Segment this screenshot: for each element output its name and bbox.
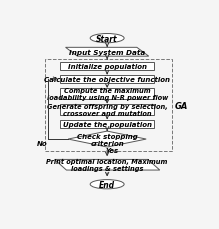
Ellipse shape bbox=[90, 34, 124, 44]
Text: Check stopping
criterion: Check stopping criterion bbox=[77, 133, 138, 146]
Text: No: No bbox=[37, 140, 47, 146]
Text: End: End bbox=[99, 180, 115, 189]
Bar bbox=[60, 75, 154, 83]
Text: Yes: Yes bbox=[106, 147, 119, 153]
Text: Initialize population: Initialize population bbox=[68, 64, 147, 70]
Ellipse shape bbox=[90, 180, 124, 189]
Text: Generate offspring by selection,
crossover and mutation: Generate offspring by selection, crossov… bbox=[47, 103, 168, 116]
Text: Compute the maximum
loadability using N-R power flow: Compute the maximum loadability using N-… bbox=[46, 87, 168, 101]
Text: Input System Data: Input System Data bbox=[69, 49, 145, 56]
Bar bbox=[60, 63, 154, 71]
Polygon shape bbox=[68, 131, 146, 147]
Text: Calculate the objective function: Calculate the objective function bbox=[44, 76, 170, 82]
Text: Update the population: Update the population bbox=[63, 121, 152, 127]
Polygon shape bbox=[65, 48, 149, 57]
Text: Start: Start bbox=[96, 34, 118, 44]
Text: GA: GA bbox=[174, 101, 188, 110]
Bar bbox=[45, 60, 173, 151]
Polygon shape bbox=[55, 160, 160, 170]
Bar bbox=[60, 120, 154, 128]
Bar bbox=[60, 104, 154, 115]
Bar bbox=[60, 89, 154, 99]
Text: Print optimal location, Maximum
loadings & settings: Print optimal location, Maximum loadings… bbox=[46, 158, 168, 172]
